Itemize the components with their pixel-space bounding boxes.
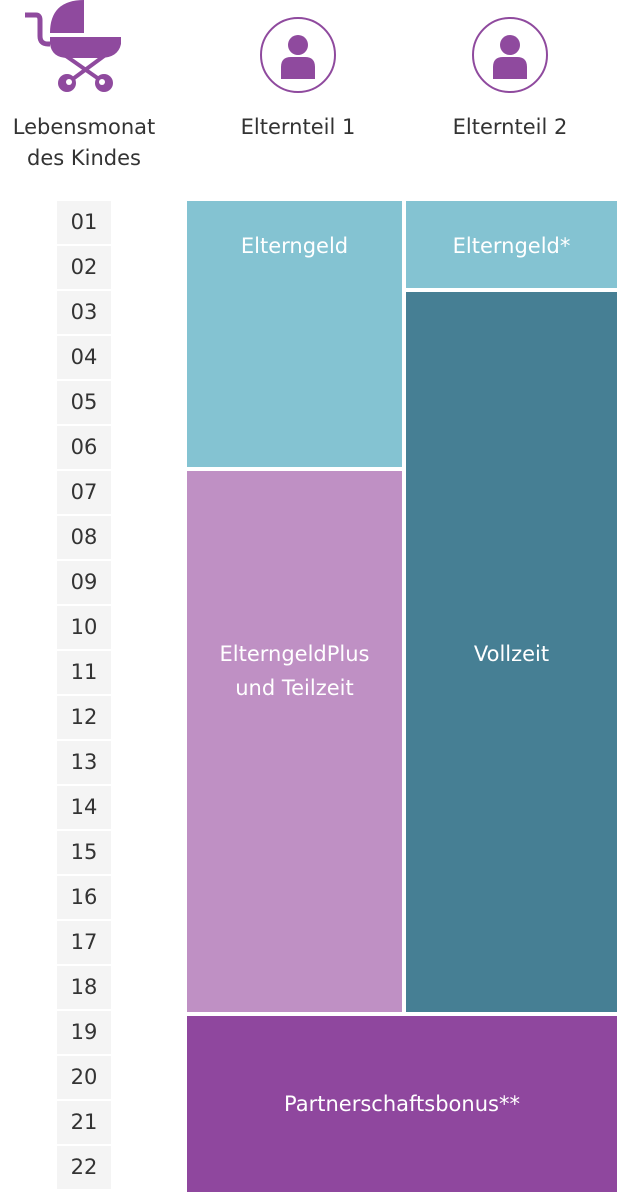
month-cell: 11 (57, 651, 111, 694)
month-cell: 21 (57, 1101, 111, 1144)
parent2-label: Elternteil 2 (452, 115, 568, 139)
child-month-column-label: Lebensmonat des Kindes (12, 115, 156, 170)
month-cell: 19 (57, 1011, 111, 1054)
block-label: ElterngeldPlus und Teilzeit (219, 642, 370, 700)
month-cell: 01 (57, 201, 111, 244)
parent2-vollzeit-block: Vollzeit (406, 292, 617, 1012)
block-label: Elterngeld* (452, 234, 571, 258)
month-cell: 04 (57, 336, 111, 379)
parent2-elterngeld-block: Elterngeld* (406, 201, 617, 288)
month-cell: 05 (57, 381, 111, 424)
month-cell: 17 (57, 921, 111, 964)
block-label: Vollzeit (473, 642, 550, 666)
month-cell: 15 (57, 831, 111, 874)
partnerschaftsbonus-block: Partnerschaftsbonus** (187, 1016, 617, 1192)
month-cell: 06 (57, 426, 111, 469)
month-cell: 10 (57, 606, 111, 649)
month-cell: 02 (57, 246, 111, 289)
month-cell: 08 (57, 516, 111, 559)
parent1-avatar (260, 17, 336, 93)
month-cell: 20 (57, 1056, 111, 1099)
block-label: Elterngeld (240, 234, 349, 258)
month-cell: 14 (57, 786, 111, 829)
parent1-label: Elternteil 1 (240, 115, 356, 139)
month-cell: 22 (57, 1146, 111, 1189)
month-cell: 16 (57, 876, 111, 919)
parent2-avatar (472, 17, 548, 93)
block-label: Partnerschaftsbonus** (284, 1092, 520, 1116)
person-icon (493, 35, 527, 79)
month-cell: 13 (57, 741, 111, 784)
person-icon (281, 35, 315, 79)
parent1-elterngeldplus-block: ElterngeldPlus und Teilzeit (187, 471, 402, 1012)
month-cell: 09 (57, 561, 111, 604)
parent1-elterngeld-block: Elterngeld (187, 201, 402, 467)
month-cell: 12 (57, 696, 111, 739)
month-cell: 07 (57, 471, 111, 514)
month-cell: 03 (57, 291, 111, 334)
month-cell: 18 (57, 966, 111, 1009)
stroller-icon (25, 0, 121, 92)
